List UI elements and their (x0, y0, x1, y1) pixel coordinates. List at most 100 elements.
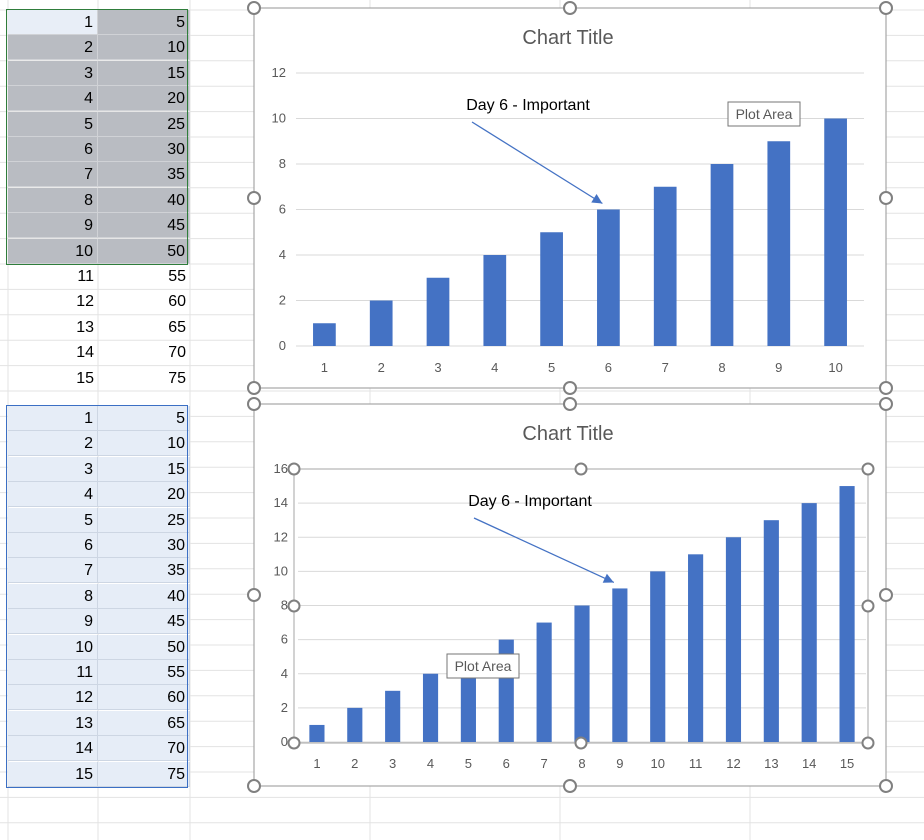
cell-b[interactable]: 50 (98, 634, 190, 660)
cell-b[interactable]: 40 (98, 583, 190, 609)
resize-handle[interactable] (247, 1, 261, 15)
cell-b[interactable]: 70 (168, 344, 186, 362)
bar[interactable] (309, 724, 325, 742)
cell-a[interactable]: 12 (8, 685, 98, 711)
cell-a[interactable]: 14 (76, 344, 94, 362)
resize-handle[interactable] (563, 779, 577, 793)
chart-bottom[interactable]: Chart Title 0 2 4 6 8 10 12 14 16 1 2 3 4 5 6 7 8 9 10 11 12 1… (247, 397, 893, 793)
cell-b[interactable]: 45 (98, 609, 190, 635)
bar[interactable] (347, 707, 363, 742)
bar[interactable] (763, 520, 779, 742)
cell-b[interactable]: 50 (98, 238, 190, 264)
resize-handle[interactable] (563, 381, 577, 395)
resize-handle[interactable] (247, 397, 261, 411)
cell-b[interactable]: 30 (98, 533, 190, 558)
bar[interactable] (653, 186, 677, 346)
annotation-label[interactable]: Day 6 - Important (468, 493, 592, 510)
cell-a[interactable]: 3 (8, 60, 98, 86)
cell-b[interactable]: 35 (98, 162, 190, 188)
cell-a[interactable]: 9 (8, 213, 98, 239)
chart-title[interactable]: Chart Title (522, 423, 613, 445)
cell-b[interactable]: 75 (98, 761, 190, 787)
bar[interactable] (483, 255, 507, 346)
cell-b[interactable]: 55 (98, 660, 190, 685)
resize-handle[interactable] (247, 381, 261, 395)
cell-a[interactable]: 10 (8, 634, 98, 660)
cell-a[interactable]: 15 (8, 761, 98, 787)
bar[interactable] (650, 571, 666, 742)
cell-a[interactable]: 5 (8, 507, 98, 533)
cell-b[interactable]: 20 (98, 482, 190, 508)
bar[interactable] (385, 690, 401, 742)
plot-area-handle[interactable] (861, 462, 875, 476)
cell-b[interactable]: 55 (168, 268, 186, 285)
annotation-arrow[interactable] (471, 121, 603, 205)
cell-b[interactable]: 75 (168, 369, 186, 387)
bar[interactable] (313, 323, 336, 346)
plot-area-handle[interactable] (287, 736, 301, 750)
cell-b[interactable]: 35 (98, 558, 190, 584)
resize-handle[interactable] (879, 588, 893, 602)
cell-b[interactable]: 5 (98, 10, 190, 35)
bar[interactable] (422, 673, 439, 742)
chart-top[interactable]: Chart Title 0 2 4 6 8 10 12 1 2 3 4 5 6 7 8 9 10 Day 6 - I… (247, 1, 893, 395)
bar[interactable] (801, 503, 817, 742)
resize-handle[interactable] (247, 779, 261, 793)
cell-a[interactable]: 1 (8, 10, 98, 35)
cell-a[interactable]: 6 (8, 533, 98, 558)
resize-handle[interactable] (247, 588, 261, 602)
bar[interactable] (767, 141, 791, 346)
bar[interactable] (612, 588, 628, 742)
cell-b[interactable]: 40 (98, 187, 190, 213)
cell-a[interactable]: 9 (8, 609, 98, 635)
cell-b[interactable]: 25 (98, 507, 190, 533)
cell-a[interactable]: 13 (76, 318, 94, 336)
chart-frame[interactable] (253, 7, 887, 389)
cell-a[interactable]: 2 (8, 35, 98, 61)
cell-a[interactable]: 4 (8, 482, 98, 508)
annotation-label[interactable]: Day 6 - Important (466, 97, 590, 114)
cell-a[interactable]: 7 (8, 558, 98, 584)
cell-a[interactable]: 2 (8, 431, 98, 457)
plot-area-handle[interactable] (574, 736, 588, 750)
plot-area-handle[interactable] (287, 462, 301, 476)
bar[interactable] (540, 232, 563, 346)
bar[interactable] (839, 486, 855, 742)
cell-a[interactable]: 4 (8, 86, 98, 112)
cell-a[interactable]: 1 (8, 406, 98, 431)
cell-b[interactable]: 70 (98, 736, 190, 762)
cell-b[interactable]: 15 (98, 456, 190, 482)
cell-a[interactable]: 8 (8, 583, 98, 609)
cell-b[interactable]: 30 (98, 137, 190, 162)
cell-b[interactable]: 5 (98, 406, 190, 431)
worksheet-range-top[interactable]: 1 5 2 10 3 15 4 20 5 25 6 30 7 35 8 40 9 45 10 50 11 55 12 60 13… (8, 10, 190, 392)
cell-a[interactable]: 5 (8, 111, 98, 137)
cell-a[interactable]: 3 (8, 456, 98, 482)
cell-a[interactable]: 6 (8, 137, 98, 162)
cell-a[interactable]: 14 (8, 736, 98, 762)
cell-a[interactable]: 11 (8, 660, 98, 685)
bar[interactable] (725, 537, 742, 742)
cell-b[interactable]: 60 (168, 293, 186, 311)
resize-handle[interactable] (563, 397, 577, 411)
cell-a[interactable]: 15 (76, 369, 94, 387)
cell-b[interactable]: 20 (98, 86, 190, 112)
bar[interactable] (536, 622, 552, 742)
cell-b[interactable]: 65 (98, 710, 190, 736)
cell-b[interactable]: 15 (98, 60, 190, 86)
resize-handle[interactable] (247, 191, 261, 205)
bar[interactable] (688, 554, 704, 742)
cell-a[interactable]: 13 (8, 710, 98, 736)
worksheet-range-bottom[interactable]: 1 5 2 10 3 15 4 20 5 25 6 30 7 35 8 40 9 45 10 50 11 55 12 60 13… (8, 406, 190, 788)
plot-area-handle[interactable] (861, 599, 875, 613)
cell-a[interactable]: 7 (8, 162, 98, 188)
resize-handle[interactable] (563, 1, 577, 15)
cell-b[interactable]: 10 (98, 35, 190, 61)
resize-handle[interactable] (879, 1, 893, 15)
cell-a[interactable]: 10 (8, 238, 98, 264)
cell-b[interactable]: 60 (98, 685, 190, 711)
chart-title[interactable]: Chart Title (522, 27, 613, 49)
annotation-arrow[interactable] (473, 517, 615, 584)
